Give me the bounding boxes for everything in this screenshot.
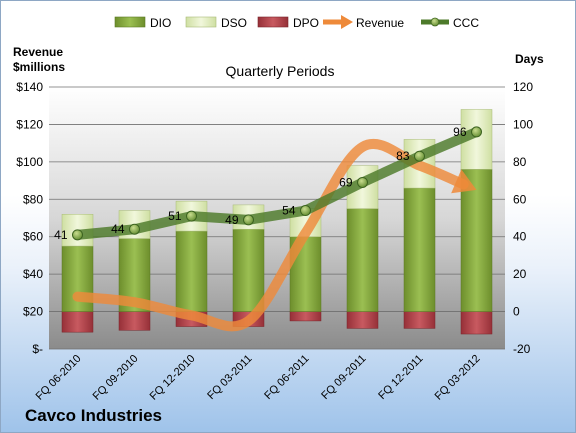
dio-bar: [460, 169, 493, 312]
legend-ccc-marker-icon: [421, 17, 449, 27]
left-tick-label: $80: [23, 192, 43, 206]
ccc-line: [72, 126, 482, 240]
dio-bar: [232, 228, 265, 312]
right-tick-label: -20: [513, 342, 531, 356]
left-tick-label: $-: [32, 342, 43, 356]
legend-swatch-dso: [185, 16, 217, 28]
legend-label-ccc: CCC: [453, 16, 479, 30]
ccc-data-label: 69: [339, 175, 353, 189]
dio-bar: [175, 230, 208, 312]
right-tick-label: 80: [513, 155, 527, 169]
right-tick-label: 40: [513, 230, 527, 244]
ccc-series: 41 44 51 49 54 69 83 96: [54, 125, 482, 242]
left-tick-label: $40: [23, 267, 43, 281]
ccc-data-label: 83: [396, 149, 410, 163]
ccc-point: [300, 205, 311, 217]
left-axis-title-line1: Revenue: [13, 45, 63, 59]
left-tick-label: $140: [16, 80, 43, 94]
dpo-bar: [403, 311, 436, 329]
legend-label-dio: DIO: [150, 16, 171, 30]
x-tick-label: FQ 09-2010: [91, 353, 141, 403]
ccc-data-label: 44: [111, 222, 125, 236]
left-axis-ticks: $- $20 $40 $60 $80 $100 $120 $140: [16, 80, 43, 356]
x-tick-label: FQ 12-2010: [148, 353, 198, 403]
left-axis-title-line2: $millions: [13, 60, 65, 74]
dpo-bar: [289, 311, 322, 322]
ccc-point: [357, 176, 368, 188]
ccc-data-label: 51: [168, 209, 182, 223]
left-tick-label: $120: [16, 117, 43, 131]
dio-bar: [346, 208, 379, 312]
right-tick-label: 60: [513, 192, 527, 206]
ccc-data-label: 41: [54, 228, 68, 242]
right-tick-label: 20: [513, 267, 527, 281]
right-tick-label: 120: [513, 80, 533, 94]
x-axis-ticks: FQ 06-2010 FQ 09-2010 FQ 12-2010 FQ 03-2011…: [34, 353, 483, 403]
company-name: Cavco Industries: [25, 406, 162, 425]
x-tick-label: FQ 03-2012: [433, 353, 483, 403]
revenue-arrow-head: [451, 169, 477, 194]
right-tick-label: 100: [513, 117, 533, 131]
right-tick-label: 0: [513, 305, 520, 319]
left-tick-label: $20: [23, 305, 43, 319]
ccc-point: [72, 229, 83, 241]
ccc-point: [129, 223, 140, 235]
chart-title: Quarterly Periods: [226, 63, 335, 79]
legend-swatch-dpo: [257, 16, 289, 28]
ccc-data-label: 54: [282, 204, 296, 218]
legend-label-dso: DSO: [221, 16, 247, 30]
ccc-point: [186, 210, 197, 222]
dpo-bar: [61, 311, 94, 333]
ccc-point: [243, 214, 254, 226]
left-tick-label: $100: [16, 155, 43, 169]
legend: DIO DSO DPO Revenue CCC: [114, 15, 479, 30]
ccc-point: [414, 150, 425, 162]
legend-swatch-dio: [114, 16, 146, 28]
dpo-bar: [118, 311, 151, 331]
x-tick-label: FQ 12-2011: [376, 353, 425, 402]
right-axis-ticks: -20 0 20 40 60 80 100 120: [513, 80, 533, 356]
right-axis-title: Days: [515, 52, 544, 66]
dpo-bar: [460, 311, 493, 335]
x-tick-label: FQ 06-2010: [34, 353, 84, 403]
legend-label-revenue: Revenue: [356, 16, 404, 30]
ccc-data-label: 49: [225, 213, 239, 227]
left-tick-label: $60: [23, 230, 43, 244]
dpo-bar: [346, 311, 379, 329]
ccc-data-label: 96: [453, 125, 467, 139]
x-tick-label: FQ 03-2011: [205, 353, 254, 402]
x-tick-label: FQ 06-2011: [262, 353, 311, 402]
dio-bar: [403, 187, 436, 312]
ccc-point: [471, 126, 482, 138]
legend-revenue-arrow-icon: [323, 15, 353, 29]
x-tick-label: FQ 09-2011: [319, 353, 368, 402]
legend-label-dpo: DPO: [293, 16, 319, 30]
